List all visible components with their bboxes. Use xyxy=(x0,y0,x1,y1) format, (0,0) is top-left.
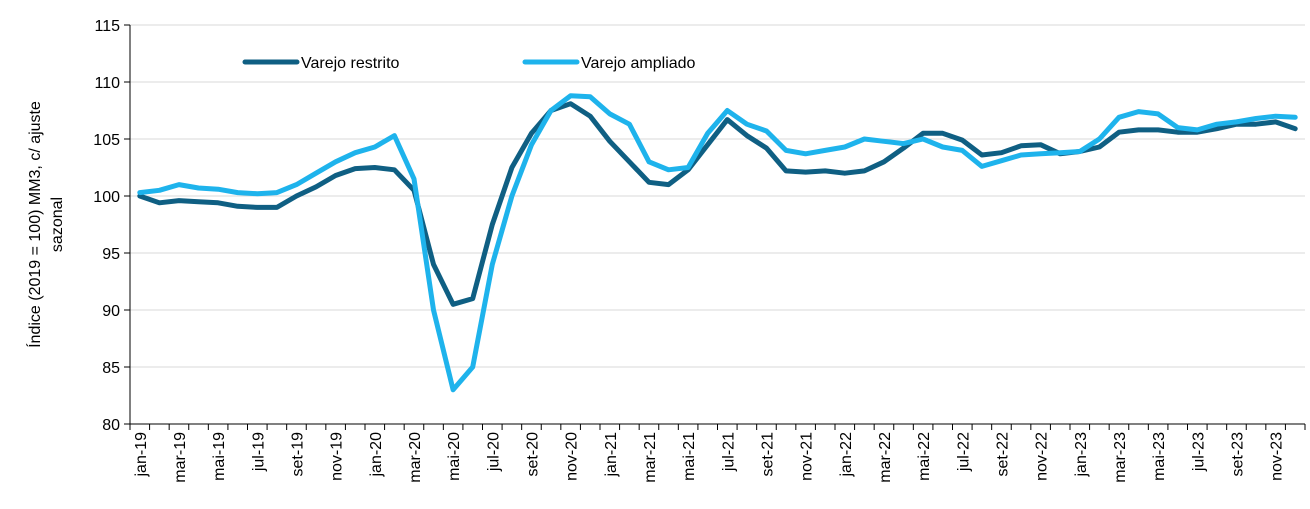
y-tick-label: 100 xyxy=(93,189,120,206)
x-tick-label: jul-21 xyxy=(720,432,737,472)
x-tick-label: jul-23 xyxy=(1190,432,1207,472)
legend-label: Varejo ampliado xyxy=(581,55,696,72)
y-tick-label: 110 xyxy=(94,75,120,92)
x-tick-label: mai-20 xyxy=(446,432,463,481)
x-tick-label: jul-19 xyxy=(250,432,267,472)
x-tick-label: set-19 xyxy=(289,432,306,477)
y-tick-label: 95 xyxy=(102,246,120,263)
x-tick-label: jan-20 xyxy=(368,432,385,478)
x-tick-label: mar-23 xyxy=(1112,432,1129,483)
y-tick-label: 80 xyxy=(102,417,120,434)
y-tick-label: 105 xyxy=(93,132,120,149)
legend-label: Varejo restrito xyxy=(301,55,400,72)
x-tick-label: jan-23 xyxy=(1073,432,1090,478)
x-tick-label: set-23 xyxy=(1229,432,1246,477)
x-tick-label: mai-22 xyxy=(916,432,933,481)
x-tick-label: set-21 xyxy=(759,432,776,477)
y-tick-label: 115 xyxy=(94,18,120,35)
x-tick-label: nov-23 xyxy=(1269,432,1286,481)
x-tick-label: mar-22 xyxy=(877,432,894,483)
y-tick-label: 90 xyxy=(102,303,120,320)
y-axis-label: Índice (2019 = 100) MM3, c/ ajuste xyxy=(25,101,44,348)
x-tick-label: mar-21 xyxy=(642,432,659,483)
x-tick-label: jan-21 xyxy=(603,432,620,478)
x-tick-label: nov-20 xyxy=(564,432,581,481)
x-tick-label: mar-20 xyxy=(407,432,424,483)
series-line xyxy=(137,93,1298,393)
x-tick-label: jul-20 xyxy=(485,432,502,472)
x-tick-label: mai-21 xyxy=(681,432,698,481)
series-line xyxy=(137,101,1298,307)
x-tick-label: jul-22 xyxy=(955,432,972,472)
x-tick-label: jan-22 xyxy=(838,432,855,478)
x-tick-label: mai-23 xyxy=(1151,432,1168,481)
y-axis-label: sazonal xyxy=(49,197,66,252)
x-tick-label: set-20 xyxy=(524,432,541,477)
x-tick-label: mai-19 xyxy=(211,432,228,481)
x-tick-label: nov-21 xyxy=(799,432,816,481)
x-tick-label: nov-19 xyxy=(329,432,346,481)
x-tick-label: set-22 xyxy=(994,432,1011,477)
x-tick-label: mar-19 xyxy=(172,432,189,483)
x-tick-label: jan-19 xyxy=(133,432,150,478)
x-tick-label: nov-22 xyxy=(1034,432,1051,481)
y-tick-label: 85 xyxy=(102,360,120,377)
